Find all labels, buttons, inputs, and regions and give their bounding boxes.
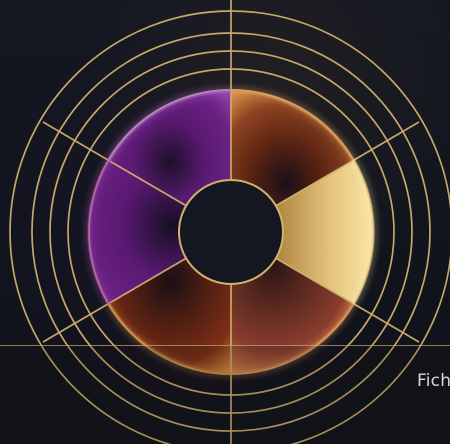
bottom-panel — [0, 345, 450, 444]
highlight-bottom-left — [107, 302, 232, 376]
highlight-bottom-right — [230, 302, 355, 376]
highlight-left — [87, 158, 111, 306]
segment-right — [231, 160, 373, 304]
highlight-top-left — [107, 88, 232, 162]
rim-highlights — [87, 88, 375, 376]
center-hub — [178, 179, 284, 285]
segment-left — [89, 160, 231, 304]
caption-text: Fich — [417, 373, 450, 390]
highlight-right — [351, 158, 375, 306]
highlight-top-right — [230, 88, 355, 162]
